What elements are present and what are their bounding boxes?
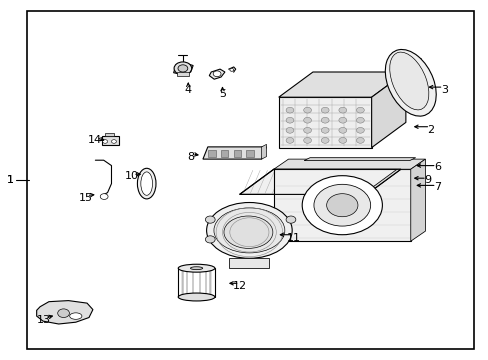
Text: 10: 10: [125, 171, 139, 181]
Circle shape: [205, 236, 215, 243]
Circle shape: [58, 309, 69, 318]
Ellipse shape: [178, 264, 215, 272]
Circle shape: [178, 65, 187, 72]
Circle shape: [356, 117, 364, 123]
Polygon shape: [228, 258, 268, 268]
Circle shape: [356, 107, 364, 113]
Text: 2: 2: [426, 125, 433, 135]
Polygon shape: [203, 147, 266, 159]
Circle shape: [303, 107, 311, 113]
Circle shape: [356, 127, 364, 133]
Bar: [105, 133, 114, 136]
Circle shape: [321, 117, 328, 123]
Bar: [208, 150, 215, 157]
Bar: [177, 72, 189, 76]
Circle shape: [285, 138, 293, 143]
Circle shape: [321, 107, 328, 113]
Circle shape: [303, 127, 311, 133]
Bar: [102, 136, 119, 145]
Circle shape: [338, 127, 346, 133]
Circle shape: [302, 176, 382, 235]
Text: 9: 9: [424, 175, 430, 185]
Circle shape: [338, 138, 346, 143]
Text: 13: 13: [37, 315, 51, 325]
Circle shape: [356, 138, 364, 143]
Polygon shape: [261, 144, 266, 159]
Circle shape: [285, 127, 293, 133]
Circle shape: [285, 216, 295, 223]
Bar: [221, 150, 228, 157]
Circle shape: [102, 140, 107, 143]
Circle shape: [229, 68, 233, 71]
Polygon shape: [209, 69, 224, 79]
Circle shape: [303, 138, 311, 143]
Polygon shape: [371, 72, 405, 148]
Polygon shape: [37, 301, 93, 324]
Text: 8: 8: [187, 152, 194, 162]
Bar: [246, 150, 253, 157]
Circle shape: [174, 62, 191, 75]
Circle shape: [338, 117, 346, 123]
Text: 15: 15: [79, 193, 92, 203]
Ellipse shape: [137, 168, 156, 199]
Polygon shape: [278, 72, 405, 97]
Ellipse shape: [389, 52, 428, 110]
Circle shape: [285, 107, 293, 113]
Text: 6: 6: [433, 162, 440, 172]
Text: 1: 1: [7, 175, 14, 185]
Polygon shape: [410, 159, 425, 241]
Circle shape: [285, 117, 293, 123]
Text: 5: 5: [219, 89, 225, 99]
Circle shape: [205, 216, 215, 223]
Circle shape: [321, 138, 328, 143]
Text: 12: 12: [232, 281, 246, 291]
Polygon shape: [173, 63, 193, 75]
Ellipse shape: [69, 313, 81, 319]
Polygon shape: [278, 97, 371, 148]
Text: 4: 4: [184, 85, 191, 95]
Bar: [233, 150, 241, 157]
Ellipse shape: [385, 49, 435, 116]
Text: 1: 1: [7, 175, 14, 185]
Polygon shape: [304, 158, 415, 161]
Text: 3: 3: [441, 85, 447, 95]
Ellipse shape: [141, 172, 152, 195]
Text: 11: 11: [286, 233, 300, 243]
Circle shape: [213, 71, 221, 77]
Circle shape: [321, 127, 328, 133]
Circle shape: [326, 194, 357, 217]
Ellipse shape: [214, 208, 284, 253]
Bar: [304, 161, 408, 168]
Text: 14: 14: [88, 135, 102, 145]
Ellipse shape: [190, 267, 203, 270]
Circle shape: [100, 194, 108, 199]
Polygon shape: [366, 166, 400, 194]
Circle shape: [111, 140, 116, 143]
Circle shape: [338, 107, 346, 113]
Polygon shape: [273, 159, 425, 169]
Text: 7: 7: [433, 182, 440, 192]
Polygon shape: [239, 169, 400, 194]
Circle shape: [303, 117, 311, 123]
Polygon shape: [273, 169, 410, 241]
Ellipse shape: [178, 293, 215, 301]
Circle shape: [313, 184, 370, 226]
Ellipse shape: [206, 202, 292, 258]
Ellipse shape: [224, 216, 272, 248]
